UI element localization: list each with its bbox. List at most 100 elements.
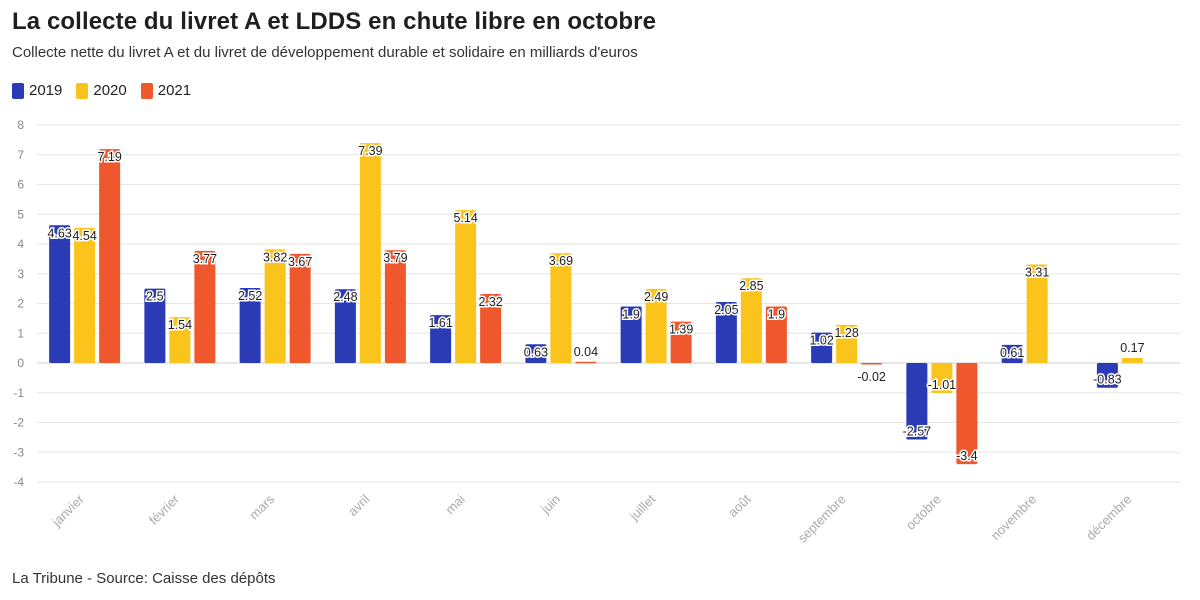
data-label: 3.79 <box>383 251 407 265</box>
bar-2021-octobre <box>956 363 978 465</box>
data-label: 3.69 <box>549 254 573 268</box>
data-label: 2.48 <box>333 290 357 304</box>
data-label: 2.5 <box>146 290 163 304</box>
bar-2020-janvier <box>74 227 96 363</box>
bar-2021-septembre <box>861 363 883 365</box>
data-label: -0.83 <box>1093 373 1122 387</box>
data-label: -0.02 <box>857 370 886 384</box>
bar-2020-mai <box>455 210 477 363</box>
data-label: 2.05 <box>714 303 738 317</box>
bar-2020-décembre <box>1121 357 1143 363</box>
y-tick-label: 8 <box>17 118 24 132</box>
legend-label-2020: 2020 <box>93 82 127 99</box>
legend-item-2020[interactable]: 2020 <box>76 82 127 99</box>
x-tick-label: novembre <box>988 492 1039 543</box>
bar-2021-mars <box>289 253 311 363</box>
y-tick-label: -4 <box>13 475 24 489</box>
bar-2021-avril <box>384 250 406 363</box>
bar-2021-mai <box>480 293 502 363</box>
data-label: 0.17 <box>1120 341 1144 355</box>
data-label: 4.63 <box>47 226 71 240</box>
x-tick-label: juin <box>537 492 563 518</box>
bar-2019-avril <box>334 289 356 363</box>
data-label: -2.57 <box>903 424 932 438</box>
legend-item-2021[interactable]: 2021 <box>140 82 192 99</box>
bar-2020-novembre <box>1026 264 1048 363</box>
legend-item-2019[interactable]: 2019 <box>12 82 62 99</box>
bar-2019-juillet <box>620 306 642 363</box>
bar-2021-juin <box>575 361 597 364</box>
legend: 2019 2020 2021 <box>12 82 191 99</box>
y-tick-label: 0 <box>17 356 24 370</box>
data-label: 2.49 <box>644 290 668 304</box>
bar-2019-février <box>144 288 166 363</box>
data-label: 3.67 <box>288 255 312 269</box>
legend-swatch-2020 <box>76 82 89 99</box>
legend-label-2021: 2021 <box>157 82 192 99</box>
data-label: -1.01 <box>928 378 957 392</box>
bar-2021-août <box>765 306 787 363</box>
data-label: 3.31 <box>1025 266 1049 280</box>
bar-2019-novembre <box>1001 344 1023 363</box>
bar-chart: -4 -3 -2 -1 0 1 2 3 4 5 6 7 8 4.63 4.54 7.19 janvier 2.5 1… <box>13 118 1180 546</box>
bar-2020-septembre <box>836 324 858 363</box>
data-label: 0.63 <box>524 345 548 359</box>
legend-label-2019: 2019 <box>29 82 63 99</box>
source-footer: La Tribune - Source: Caisse des dépôts <box>12 570 276 587</box>
data-label: 1.54 <box>168 318 192 332</box>
bar-2020-octobre <box>931 363 953 394</box>
bar-2021-janvier <box>99 149 121 363</box>
bar-2019-septembre <box>811 332 833 363</box>
data-label: 1.9 <box>622 307 639 321</box>
data-label: 7.19 <box>97 150 121 164</box>
legend-swatch-2019 <box>12 82 24 99</box>
data-label: 2.85 <box>739 279 763 293</box>
chart-title: La collecte du livret A et LDDS en chute… <box>12 8 657 35</box>
chart-subtitle: Collecte nette du livret A et du livret … <box>12 44 638 61</box>
legend-swatch-2021 <box>140 82 153 99</box>
data-label: 0.04 <box>574 345 598 359</box>
y-tick-label: 2 <box>17 297 24 311</box>
bar-2021-juillet <box>670 321 692 363</box>
x-tick-label: février <box>146 491 183 528</box>
data-label: -3.4 <box>956 449 978 463</box>
bar-2019-octobre <box>906 363 928 440</box>
x-tick-label: janvier <box>48 491 87 530</box>
y-tick-label: 5 <box>17 207 24 221</box>
chart-area: -4 -3 -2 -1 0 1 2 3 4 5 6 7 8 4.63 4.54 7.19 janvier 2.5 1… <box>0 110 1200 560</box>
data-label: 1.28 <box>834 326 858 340</box>
bar-2019-mai <box>430 315 452 363</box>
data-label: 1.02 <box>809 334 833 348</box>
x-tick-label: mai <box>442 491 467 516</box>
data-label: 4.54 <box>72 229 96 243</box>
bar-2019-août <box>715 302 737 363</box>
data-label: 3.82 <box>263 250 287 264</box>
bar-2019-juin <box>525 344 547 363</box>
y-tick-label: -2 <box>13 416 24 430</box>
bar-2020-février <box>169 317 191 363</box>
y-tick-label: 6 <box>17 178 24 192</box>
bar-2019-janvier <box>49 225 71 363</box>
bar-2020-avril <box>359 143 381 363</box>
data-label: 0.61 <box>1000 346 1024 360</box>
y-tick-label: -1 <box>13 386 24 400</box>
data-label: 5.14 <box>453 211 477 225</box>
data-label: 2.52 <box>238 289 262 303</box>
y-tick-label: 3 <box>17 267 24 281</box>
y-tick-label: -3 <box>13 445 24 459</box>
x-tick-label: décembre <box>1083 492 1134 543</box>
data-label: 3.77 <box>193 252 217 266</box>
bar-2020-mars <box>264 249 286 363</box>
x-tick-label: octobre <box>903 492 944 533</box>
data-label: 1.39 <box>669 323 693 337</box>
x-tick-label: mars <box>246 491 277 522</box>
bar-2019-décembre <box>1096 363 1118 388</box>
x-tick-label: août <box>725 491 754 520</box>
bar-2021-février <box>194 250 216 363</box>
x-tick-label: avril <box>345 491 373 519</box>
bar-2019-mars <box>239 288 261 363</box>
x-tick-label: septembre <box>795 492 849 546</box>
bar-2020-août <box>740 278 762 363</box>
data-label: 1.61 <box>428 316 452 330</box>
bar-2020-juin <box>550 253 572 363</box>
